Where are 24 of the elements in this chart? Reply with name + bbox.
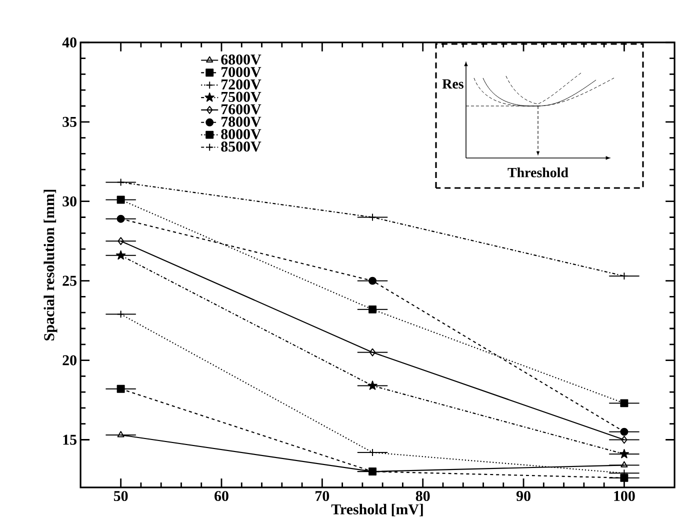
legend-label: 7600V <box>222 104 262 114</box>
x-tick-label: 70 <box>316 490 330 502</box>
y-tick-label: 35 <box>62 116 76 127</box>
x-tick-label: 90 <box>516 490 530 502</box>
x-tick-label: 50 <box>114 490 128 502</box>
legend-label: 8000V <box>221 129 262 140</box>
legend-label: 7000V <box>222 66 262 78</box>
legend-label: 7800V <box>222 116 262 127</box>
y-tick-label: 40 <box>62 37 76 48</box>
annotation: Res <box>442 79 464 89</box>
legend-label: 6800V <box>221 54 262 65</box>
x-tick-label: 80 <box>416 490 430 502</box>
x-tick-label: 60 <box>214 490 228 502</box>
legend-label: 7500V <box>222 92 262 102</box>
x-tick-label: 100 <box>614 490 635 502</box>
x-axis-title: Treshold [mV] <box>331 504 423 516</box>
y-tick-label: 15 <box>63 434 76 445</box>
legend-label: 8500V <box>221 142 262 152</box>
legend-label: 7200V <box>222 79 262 90</box>
y-tick-label: 30 <box>62 196 76 206</box>
y-axis-title: Spacial resolution [mm] <box>44 190 58 340</box>
y-tick-label: 20 <box>62 355 76 366</box>
annotation: Threshold <box>508 168 568 178</box>
y-tick-label: 25 <box>62 276 76 286</box>
